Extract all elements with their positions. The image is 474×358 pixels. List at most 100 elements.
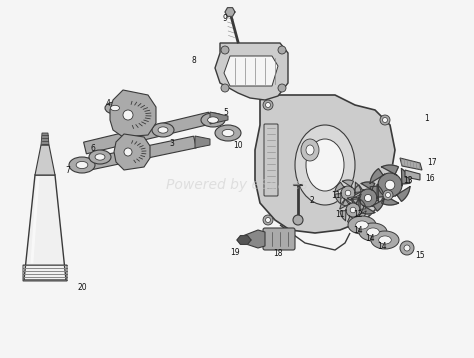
Polygon shape <box>361 205 375 214</box>
Text: 9: 9 <box>223 14 228 23</box>
Text: 12: 12 <box>353 209 363 218</box>
Polygon shape <box>401 169 410 186</box>
Circle shape <box>385 193 391 198</box>
Circle shape <box>278 84 286 92</box>
Ellipse shape <box>76 161 88 169</box>
Ellipse shape <box>215 125 241 141</box>
Polygon shape <box>340 199 350 209</box>
Ellipse shape <box>158 127 168 133</box>
Text: 18: 18 <box>273 248 283 257</box>
Text: 17: 17 <box>427 158 437 166</box>
Text: 19: 19 <box>230 247 240 256</box>
Ellipse shape <box>348 216 376 234</box>
Polygon shape <box>224 56 278 86</box>
Polygon shape <box>343 180 354 187</box>
Ellipse shape <box>356 221 368 229</box>
Ellipse shape <box>201 113 225 127</box>
Ellipse shape <box>306 139 344 191</box>
FancyBboxPatch shape <box>263 228 295 250</box>
Polygon shape <box>361 182 375 190</box>
Polygon shape <box>360 199 366 211</box>
Ellipse shape <box>379 236 392 244</box>
Polygon shape <box>114 134 150 170</box>
Text: 14: 14 <box>365 233 375 242</box>
Polygon shape <box>210 112 228 124</box>
Polygon shape <box>382 195 399 205</box>
Text: 13: 13 <box>403 175 413 184</box>
Polygon shape <box>110 90 156 137</box>
Circle shape <box>378 173 402 197</box>
Ellipse shape <box>208 117 219 123</box>
Circle shape <box>123 110 133 120</box>
Polygon shape <box>347 197 358 204</box>
Polygon shape <box>35 145 55 175</box>
Circle shape <box>345 190 351 196</box>
Polygon shape <box>335 182 345 192</box>
Circle shape <box>263 215 273 225</box>
Text: 3: 3 <box>170 139 174 147</box>
Polygon shape <box>215 43 288 100</box>
Polygon shape <box>83 112 211 154</box>
Polygon shape <box>372 199 384 211</box>
Circle shape <box>380 115 390 125</box>
Polygon shape <box>83 136 196 171</box>
Polygon shape <box>352 197 359 211</box>
Circle shape <box>365 194 372 202</box>
Polygon shape <box>340 209 346 221</box>
Polygon shape <box>237 236 251 244</box>
Circle shape <box>341 186 355 200</box>
Circle shape <box>346 203 360 217</box>
Text: 11: 11 <box>331 190 341 199</box>
Ellipse shape <box>295 125 355 205</box>
Text: 6: 6 <box>91 144 95 153</box>
Ellipse shape <box>371 231 399 249</box>
Ellipse shape <box>152 123 174 137</box>
Ellipse shape <box>89 150 111 164</box>
Polygon shape <box>370 184 379 202</box>
Circle shape <box>383 117 388 122</box>
Ellipse shape <box>105 102 125 114</box>
Circle shape <box>221 84 229 92</box>
Ellipse shape <box>301 139 319 161</box>
Polygon shape <box>41 133 49 145</box>
Polygon shape <box>400 158 422 170</box>
Polygon shape <box>356 211 366 221</box>
Circle shape <box>404 245 410 251</box>
Polygon shape <box>343 199 354 206</box>
Ellipse shape <box>69 157 95 173</box>
Text: 4: 4 <box>106 98 110 107</box>
Polygon shape <box>377 185 384 199</box>
Ellipse shape <box>95 154 105 160</box>
Circle shape <box>350 207 356 213</box>
Circle shape <box>359 189 377 207</box>
Circle shape <box>124 148 132 156</box>
Polygon shape <box>347 216 358 223</box>
Polygon shape <box>225 8 235 16</box>
Text: 16: 16 <box>425 174 435 183</box>
Text: 14: 14 <box>377 242 387 251</box>
Circle shape <box>278 46 286 54</box>
Circle shape <box>383 190 393 200</box>
Text: 14: 14 <box>353 226 363 234</box>
Polygon shape <box>405 170 420 180</box>
Text: Powered by eSpares: Powered by eSpares <box>166 178 308 192</box>
Polygon shape <box>335 192 341 204</box>
Circle shape <box>221 46 229 54</box>
Polygon shape <box>351 194 361 204</box>
Text: 8: 8 <box>191 55 196 64</box>
Text: 10: 10 <box>233 140 243 150</box>
Circle shape <box>265 102 271 107</box>
Circle shape <box>293 215 303 225</box>
Ellipse shape <box>367 228 379 236</box>
Polygon shape <box>382 165 399 175</box>
Text: 7: 7 <box>65 165 71 174</box>
Circle shape <box>400 241 414 255</box>
Polygon shape <box>370 169 385 183</box>
Circle shape <box>263 100 273 110</box>
Text: 11: 11 <box>335 209 345 218</box>
Text: 15: 15 <box>415 251 425 260</box>
Text: 20: 20 <box>77 282 87 291</box>
Polygon shape <box>240 230 265 248</box>
Ellipse shape <box>306 145 314 155</box>
Polygon shape <box>352 185 364 197</box>
